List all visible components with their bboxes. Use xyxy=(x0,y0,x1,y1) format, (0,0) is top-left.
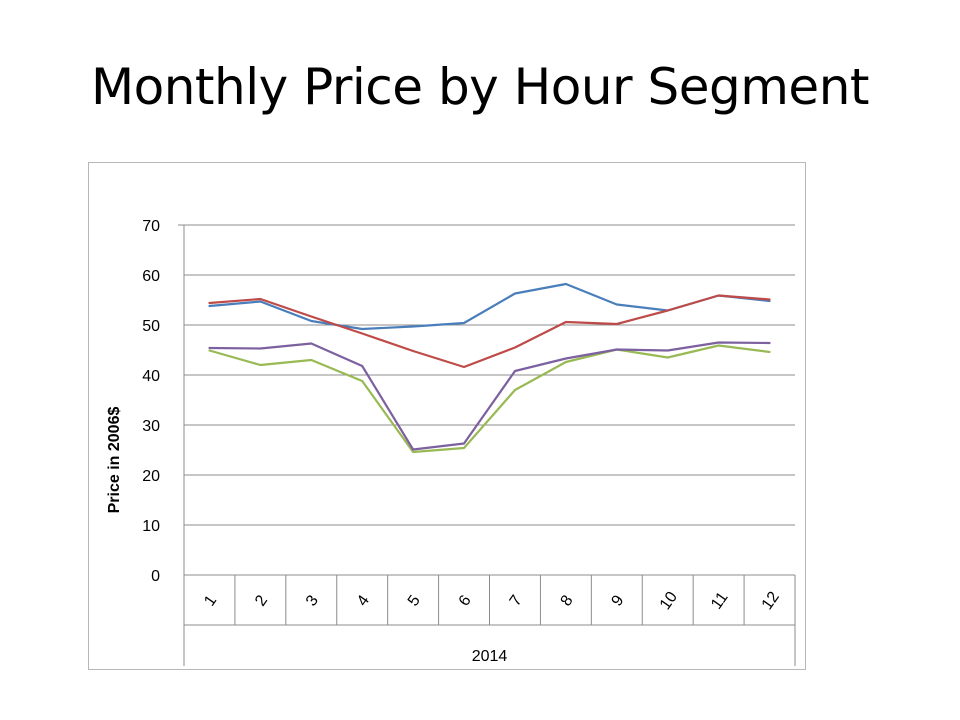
x-tick-label: 11 xyxy=(708,589,732,612)
y-tick-label: 20 xyxy=(142,468,160,485)
x-tick-label: 3 xyxy=(303,592,322,609)
series-lines xyxy=(208,282,771,454)
series-line-3 xyxy=(208,344,771,454)
x-tick-label: 9 xyxy=(609,592,628,609)
x-tick-label: 4 xyxy=(354,592,373,609)
axes xyxy=(178,224,796,666)
y-tick-label: 40 xyxy=(142,368,160,385)
x-tick-label: 1 xyxy=(201,592,220,609)
slide-title: Monthly Price by Hour Segment xyxy=(90,58,870,116)
chart-frame: 0 10 20 30 40 50 60 70 1 2 3 4 5 6 7 8 9 10 11 12 2014 Price … xyxy=(88,162,806,670)
x-tick-label: 8 xyxy=(558,592,577,609)
x-tick-label: 2 xyxy=(252,592,271,609)
gridlines xyxy=(184,224,795,526)
y-axis-title: Price in 2006$ xyxy=(106,407,123,514)
series-line-4 xyxy=(208,341,771,451)
y-tick-label: 10 xyxy=(142,518,160,535)
y-tick-label: 70 xyxy=(142,218,160,235)
y-tick-label: 60 xyxy=(142,268,160,285)
x-tick-label: 6 xyxy=(456,592,475,609)
y-tick-label: 0 xyxy=(151,568,160,585)
y-tick-label: 30 xyxy=(142,418,160,435)
x-tick-label: 10 xyxy=(657,589,681,613)
x-group-label: 2014 xyxy=(472,648,508,665)
series-line-2 xyxy=(208,294,771,369)
x-tick-label: 7 xyxy=(507,592,526,609)
y-tick-label: 50 xyxy=(142,318,160,335)
series-line-1 xyxy=(208,282,771,331)
x-tick-label: 5 xyxy=(405,592,424,609)
x-tick-label: 12 xyxy=(759,589,783,613)
